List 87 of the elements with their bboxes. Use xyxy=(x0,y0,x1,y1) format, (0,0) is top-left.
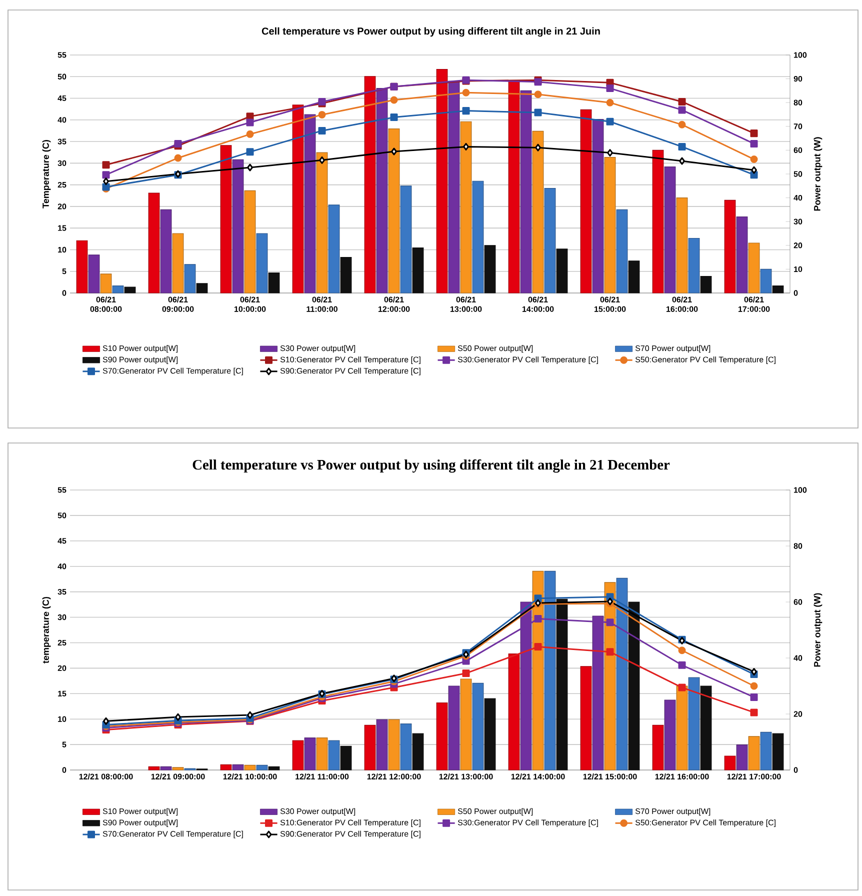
y2-tick-label: 70 xyxy=(794,124,802,130)
legend-label: S70 Power output[W] xyxy=(635,808,710,816)
y2-axis-title: Power output (W) xyxy=(814,137,822,211)
x-tick-label: 06/21 13:00:00 xyxy=(450,296,482,312)
x-tick-label: 12/21 12:00:00 xyxy=(367,774,421,780)
y-axis-title: Temperature (C) xyxy=(42,140,51,208)
y-tick-label: 20 xyxy=(58,665,66,672)
y-tick-label: 15 xyxy=(58,690,66,696)
y2-tick-label: 20 xyxy=(794,242,802,248)
y2-tick-label: 10 xyxy=(794,266,802,272)
legend-label: S10:Generator PV Cell Temperature [C] xyxy=(280,819,420,827)
legend-label: S30:Generator PV Cell Temperature [C] xyxy=(458,819,598,827)
legend-label: S70 Power output[W] xyxy=(635,345,710,353)
legend-label: S10 Power output[W] xyxy=(102,345,178,353)
legend-label: S50 Power output[W] xyxy=(458,808,533,816)
y2-tick-label: 100 xyxy=(794,487,807,493)
legend-label: S30 Power output[W] xyxy=(280,808,356,816)
legend-label: S30 Power output[W] xyxy=(280,345,356,353)
x-tick-label: 12/21 11:00:00 xyxy=(296,774,349,780)
y-tick-label: 40 xyxy=(58,117,66,123)
x-tick-label: 12/21 13:00:00 xyxy=(439,774,493,780)
legend-label: S10:Generator PV Cell Temperature [C] xyxy=(280,356,420,364)
y2-tick-label: 40 xyxy=(794,194,802,201)
legend-label: S70:Generator PV Cell Temperature [C] xyxy=(102,830,243,838)
y2-tick-label: 60 xyxy=(794,599,802,605)
y-tick-label: 25 xyxy=(58,640,66,646)
legend-label: S70:Generator PV Cell Temperature [C] xyxy=(102,368,243,376)
x-tick-label: 12/21 10:00:00 xyxy=(223,774,277,780)
x-tick-label: 12/21 09:00:00 xyxy=(151,774,205,780)
y-tick-label: 45 xyxy=(58,95,66,102)
y2-tick-label: 30 xyxy=(794,218,802,224)
x-tick-label: 06/21 15:00:00 xyxy=(594,296,626,312)
y-tick-label: 50 xyxy=(58,512,66,518)
legend-label: S90:Generator PV Cell Temperature [C] xyxy=(280,830,420,838)
chart-title: Cell temperature vs Power output by using different tilt angle in 21 Juin xyxy=(262,27,600,37)
legend-label: S90:Generator PV Cell Temperature [C] xyxy=(280,368,420,376)
legend-label: S50:Generator PV Cell Temperature [C] xyxy=(635,356,776,364)
y-tick-label: 15 xyxy=(58,225,66,231)
x-tick-label: 06/21 09:00:00 xyxy=(162,296,194,312)
y-axis-title: temperature (C) xyxy=(42,596,51,664)
x-tick-label: 06/21 16:00:00 xyxy=(666,296,698,312)
chart-title: Cell temperature vs Power output by using different tilt angle in 21 December xyxy=(192,459,670,473)
y-tick-label: 35 xyxy=(58,138,66,144)
y-tick-label: 35 xyxy=(58,588,66,595)
x-tick-label: 06/21 12:00:00 xyxy=(378,296,410,312)
y-tick-label: 40 xyxy=(58,564,66,570)
y-tick-label: 20 xyxy=(58,204,66,210)
y-tick-label: 5 xyxy=(62,268,66,274)
x-tick-label: 12/21 14:00:00 xyxy=(511,774,565,780)
y-tick-label: 30 xyxy=(58,614,66,620)
x-tick-label: 06/21 11:00:00 xyxy=(306,296,338,312)
y-tick-label: 50 xyxy=(58,74,66,80)
y-tick-label: 55 xyxy=(58,52,66,58)
x-tick-label: 06/21 10:00:00 xyxy=(234,296,266,312)
y-tick-label: 10 xyxy=(58,716,66,722)
x-tick-label: 12/21 17:00:00 xyxy=(727,774,781,780)
y2-tick-label: 20 xyxy=(794,711,802,717)
y2-tick-label: 60 xyxy=(794,147,802,154)
x-tick-label: 12/21 15:00:00 xyxy=(583,774,637,780)
legend-label: S30:Generator PV Cell Temperature [C] xyxy=(458,356,598,364)
legend-label: S50:Generator PV Cell Temperature [C] xyxy=(635,819,776,827)
y-tick-label: 55 xyxy=(58,487,66,493)
x-tick-label: 12/21 16:00:00 xyxy=(655,774,709,780)
x-tick-label: 06/21 14:00:00 xyxy=(522,296,554,312)
x-tick-label: 06/21 08:00:00 xyxy=(90,296,122,312)
x-tick-label: 12/21 08:00:00 xyxy=(79,774,133,780)
y2-tick-label: 100 xyxy=(794,52,807,58)
legend-label: S90 Power output[W] xyxy=(102,819,178,827)
y2-tick-label: 80 xyxy=(794,100,802,106)
legend-label: S90 Power output[W] xyxy=(102,356,178,364)
y-tick-label: 25 xyxy=(58,182,66,188)
legend-label: S10 Power output[W] xyxy=(102,808,178,816)
y2-tick-label: 80 xyxy=(794,543,802,549)
y-tick-label: 10 xyxy=(58,246,66,253)
y-tick-label: 30 xyxy=(58,160,66,166)
y-tick-label: 0 xyxy=(62,767,66,773)
y-tick-label: 5 xyxy=(62,742,66,748)
x-tick-label: 06/21 17:00:00 xyxy=(738,296,770,312)
y2-tick-label: 90 xyxy=(794,76,802,82)
y-tick-label: 0 xyxy=(62,290,66,296)
y2-axis-title: Power output (W) xyxy=(814,593,822,667)
y2-tick-label: 40 xyxy=(794,655,802,661)
y2-tick-label: 0 xyxy=(794,767,798,773)
y-tick-label: 45 xyxy=(58,538,66,544)
y2-tick-label: 0 xyxy=(794,290,798,296)
legend-label: S50 Power output[W] xyxy=(458,345,533,353)
y2-tick-label: 50 xyxy=(794,171,802,177)
